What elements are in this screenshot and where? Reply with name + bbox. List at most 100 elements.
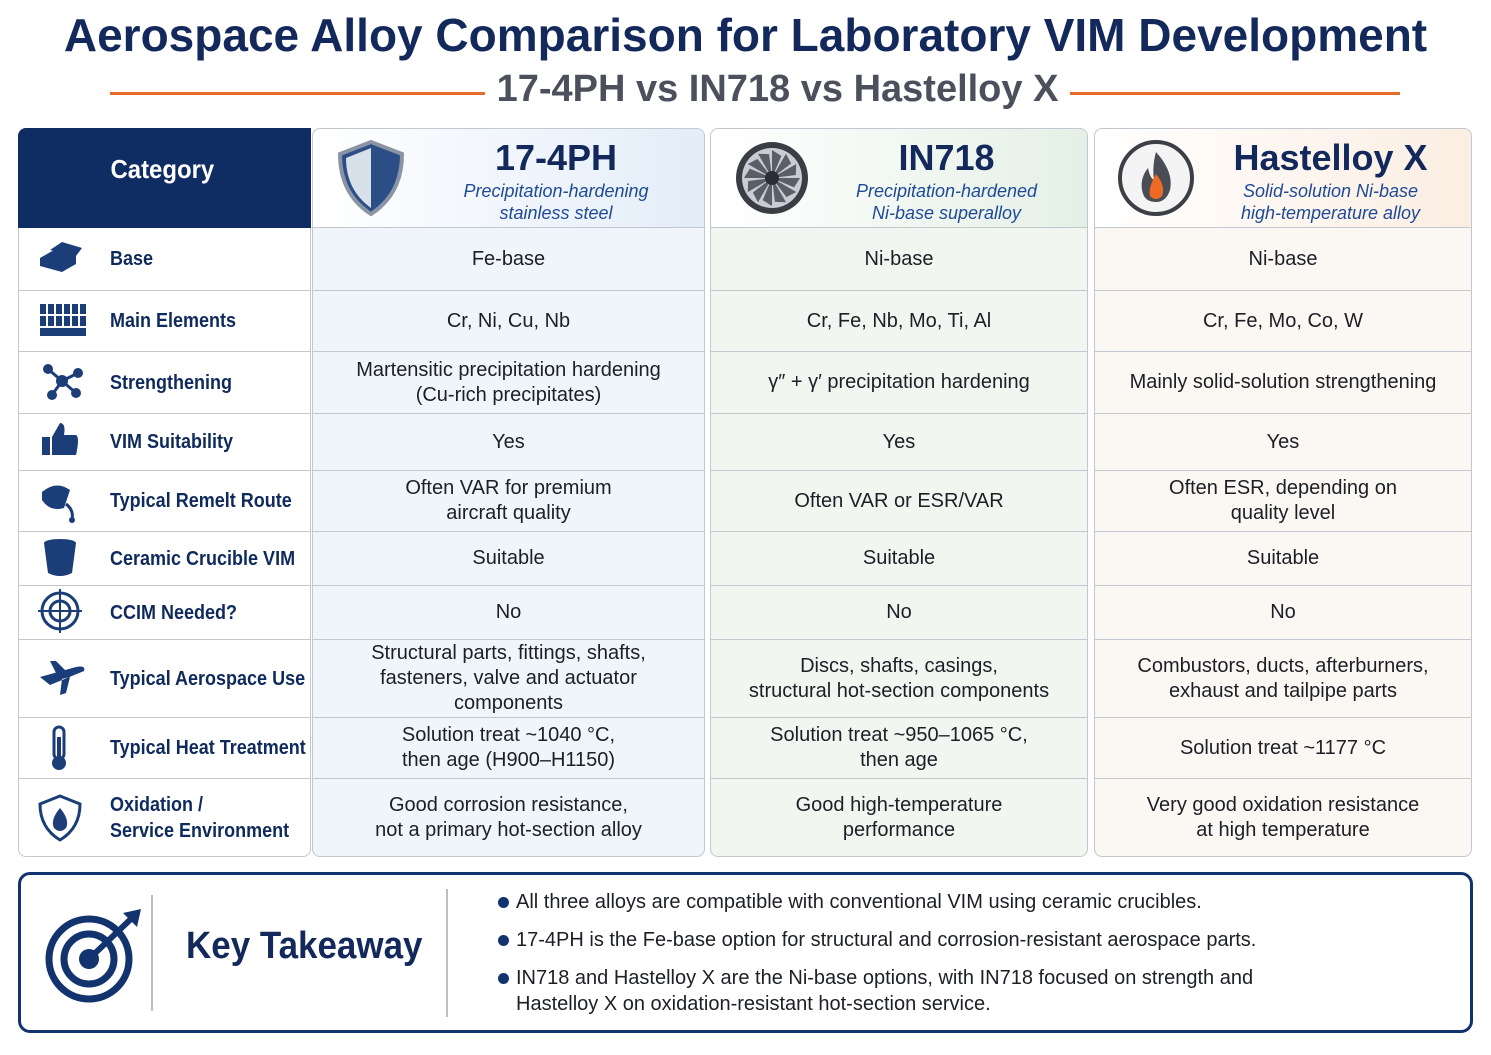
category-icon — [43, 364, 83, 400]
cell-line: components — [454, 692, 563, 714]
table-cell: Solution treat ~1177 °C — [1095, 718, 1471, 779]
table-cell: Combustors, ducts, afterburners, exhaust … — [1095, 640, 1471, 718]
table-cell: Ni-base — [1095, 228, 1471, 291]
takeaway-title: Key Takeaway — [186, 925, 423, 967]
category-label: Oxidation / Service Environment — [110, 792, 309, 844]
cell-line: Good corrosion resistance, — [388, 794, 628, 816]
takeaway-points: All three alloys are compatible with con… — [476, 889, 1436, 1029]
table-cell: Mainly solid-solution strengthening — [1095, 352, 1471, 414]
cell-line: Suitable — [472, 547, 545, 569]
separator — [446, 889, 448, 1017]
column-name: Hastelloy X — [1233, 137, 1428, 178]
category-label: Main Elements — [110, 308, 250, 334]
table-cell: Solution treat ~950–1065 °C, then age — [711, 718, 1087, 779]
category-icon — [52, 725, 66, 770]
cell-line: Good high-temperature — [795, 794, 1003, 816]
category-line: VIM Suitability — [110, 431, 234, 453]
category-label: VIM Suitability — [110, 429, 247, 455]
point-line: All three alloys are compatible with con… — [516, 891, 1202, 913]
category-cell: Typical Heat Treatment — [19, 718, 310, 779]
cell-line: (Cu-rich precipitates) — [415, 383, 602, 406]
cell-line: Yes — [1266, 430, 1300, 453]
table-cell: Yes — [1095, 414, 1471, 471]
category-label: Typical Heat Treatment — [110, 735, 327, 761]
point-line: 17-4PH is the Fe-base option for structu… — [516, 929, 1257, 951]
table-cell: Very good oxidation resistance at high te… — [1095, 779, 1471, 857]
table-cell: Cr, Ni, Cu, Nb — [313, 291, 704, 352]
table-cell: Suitable — [313, 532, 704, 586]
category-icon — [42, 484, 75, 523]
cell-line: Discs, shafts, casings, — [800, 654, 998, 677]
cell-line: Often VAR for premium — [405, 477, 612, 499]
cell-line: Solution treat ~950–1065 °C, — [770, 724, 1028, 746]
cell-line: Very good oxidation resistance — [1146, 794, 1420, 816]
cell-line: then age (H900–H1150) — [401, 749, 616, 771]
subtitle: 17-4PH vs IN718 vs Hastelloy X — [496, 68, 1059, 110]
category-line: CCIM Needed? — [110, 601, 238, 624]
column-header: IN718 Precipitation-hardened Ni-base super… — [820, 136, 1073, 224]
category-cell: Strengthening — [19, 352, 310, 414]
category-icon — [42, 422, 78, 455]
category-icon — [44, 539, 76, 576]
cell-line: Combustors, ducts, afterburners, — [1137, 654, 1429, 677]
category-header: Category — [18, 128, 311, 228]
table-cell: Suitable — [1095, 532, 1471, 586]
category-line: Service Environment — [110, 820, 290, 842]
cell-line: performance — [842, 819, 956, 841]
cell-line: fasteners, valve and actuator — [380, 667, 637, 689]
table-cell: Often VAR for premium aircraft quality — [313, 471, 704, 532]
cell-line: Often VAR or ESR/VAR — [794, 489, 1004, 512]
column-header: 17-4PH Precipitation-hardening stainless s… — [422, 136, 690, 224]
table-cell: Yes — [313, 414, 704, 471]
column-description: Precipitation-hardened — [855, 181, 1038, 201]
column-header: Hastelloy X Solid-solution Ni-base high-te… — [1204, 136, 1457, 224]
category-cell: VIM Suitability — [19, 414, 310, 471]
cell-line: structural hot-section components — [748, 679, 1050, 702]
category-header-text: Category — [110, 153, 215, 184]
category-line: Oxidation / — [110, 794, 204, 816]
cell-line: Martensitic precipitation hardening — [356, 358, 661, 381]
takeaway-box: Key Takeaway All three alloys are compat… — [18, 872, 1473, 1033]
cell-line: Solution treat ~1040 °C, — [401, 724, 616, 746]
category-cell: CCIM Needed? — [19, 586, 310, 640]
point-line: IN718 and Hastelloy X are the Ni-base op… — [516, 967, 1254, 989]
cell-line: at high temperature — [1196, 819, 1370, 841]
title: Aerospace Alloy Comparison for Laborator… — [63, 9, 1428, 61]
cell-line: No — [1270, 601, 1296, 623]
table-cell: Good high-temperature performance — [711, 779, 1087, 857]
category-line: Ceramic Crucible VIM — [110, 547, 296, 570]
table-cell: No — [1095, 586, 1471, 640]
bullet — [498, 897, 509, 908]
column-description: Ni-base superalloy — [871, 203, 1022, 223]
category-icon — [38, 589, 82, 633]
category-icon — [40, 241, 82, 272]
cell-line: exhaust and tailpipe parts — [1169, 679, 1397, 702]
table-cell: Structural parts, fittings, shafts, faste… — [313, 640, 704, 718]
category-line: Main Elements — [110, 310, 237, 332]
category-cell: Typical Remelt Route — [19, 471, 310, 532]
category-label: Ceramic Crucible VIM — [110, 546, 316, 572]
cell-line: Cr, Fe, Mo, Co, W — [1202, 309, 1364, 332]
category-cell: Main Elements — [19, 291, 310, 352]
cell-line: Yes — [882, 430, 916, 453]
divider — [110, 92, 485, 95]
category-icon — [38, 794, 82, 842]
table-cell: Yes — [711, 414, 1087, 471]
column-description: Precipitation-hardening — [463, 181, 649, 201]
category-cell: Base — [19, 228, 310, 291]
cell-line: Fe-base — [471, 247, 546, 270]
cell-line: Mainly solid-solution strengthening — [1129, 371, 1437, 393]
table-cell: Often ESR, depending on quality level — [1095, 471, 1471, 532]
takeaway-point: IN718 and Hastelloy X are the Ni-base op… — [476, 965, 1436, 1017]
column-icon — [736, 142, 808, 214]
table-cell: Often VAR or ESR/VAR — [711, 471, 1087, 532]
table-cell: Discs, shafts, casings, structural hot-se… — [711, 640, 1087, 718]
category-icon — [40, 303, 86, 336]
table-cell: Good corrosion resistance, not a primary … — [313, 779, 704, 857]
cell-line: Yes — [492, 430, 525, 453]
cell-line: quality level — [1230, 502, 1336, 524]
column-icon — [1118, 140, 1194, 216]
cell-line: Cr, Fe, Nb, Mo, Ti, Al — [806, 309, 992, 332]
